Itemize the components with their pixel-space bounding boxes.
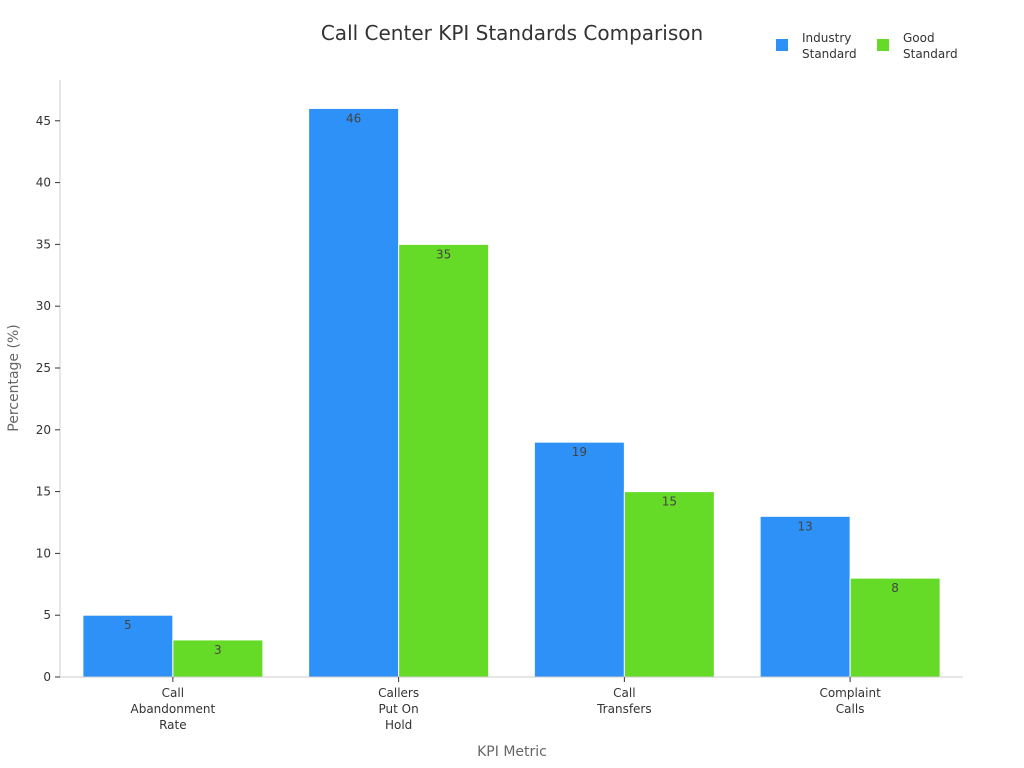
y-tick-label: 0	[43, 670, 51, 684]
y-tick-label: 30	[36, 299, 51, 313]
data-label: 8	[891, 581, 899, 595]
bar	[533, 441, 625, 678]
data-label: 46	[346, 111, 361, 125]
chart-title: Call Center KPI Standards Comparison	[321, 21, 703, 45]
y-tick-label: 20	[36, 423, 51, 437]
x-axis: Call Abandonment Rate Callers Put On Hold Call…	[60, 676, 963, 732]
x-axis-label: KPI Metric	[477, 744, 547, 760]
x-tick-label: Callers Put On Hold	[378, 686, 419, 732]
data-label: 3	[214, 643, 222, 657]
y-tick-label: 10	[36, 546, 51, 560]
x-tick-label: Call Abandonment Rate	[131, 686, 216, 732]
bar	[172, 639, 264, 678]
x-tick-label: Complaint Calls	[819, 686, 881, 716]
data-label: 35	[436, 247, 451, 261]
y-axis-label: Percentage (%)	[6, 324, 22, 431]
bar	[398, 243, 490, 678]
data-label: 15	[662, 495, 677, 509]
y-tick-label: 35	[36, 237, 51, 251]
data-label: 19	[572, 445, 587, 459]
data-label: 13	[797, 519, 812, 533]
bar	[849, 577, 941, 678]
y-tick-label: 40	[36, 176, 51, 190]
y-axis: 0 5 10 15 20 25 30 35 40 45	[36, 80, 61, 684]
x-tick-label: Call Transfers	[596, 686, 652, 716]
bar	[759, 515, 851, 678]
legend-label: Good Standard	[903, 31, 958, 61]
data-label: 5	[124, 618, 132, 632]
y-tick-label: 5	[43, 608, 51, 622]
y-tick-label: 45	[36, 114, 51, 128]
y-tick-label: 15	[36, 485, 51, 499]
legend-swatch	[776, 39, 788, 51]
bar	[308, 107, 400, 678]
legend-label: Industry Standard	[802, 31, 857, 61]
plot-area: 5 3 46 35 19 15 13 8	[82, 107, 941, 678]
legend-swatch	[877, 39, 889, 51]
bar	[623, 491, 715, 678]
legend: Industry Standard Good Standard	[776, 31, 958, 61]
y-tick-label: 25	[36, 361, 51, 375]
bar	[82, 614, 174, 678]
